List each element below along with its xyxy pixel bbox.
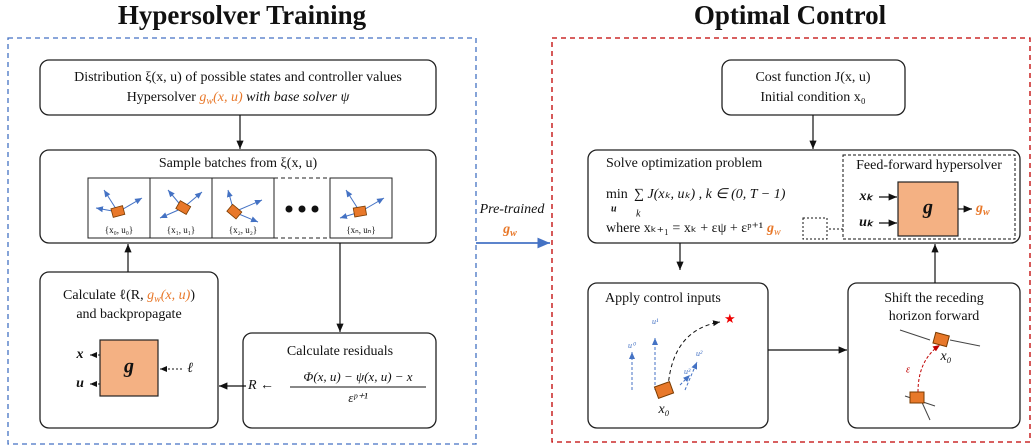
apply-box	[587, 282, 769, 429]
shape	[679, 374, 691, 386]
batch-frame	[329, 177, 393, 239]
optimization-title: Solve optimization problem	[606, 156, 762, 171]
update-rule: where xₖ₊₁ = xₖ + εψ + εᵖ⁺¹ gw	[606, 221, 781, 238]
block-label: g	[922, 197, 933, 219]
sample-title: Sample batches from ξ(x, u)	[159, 156, 318, 171]
shift-line2: horizon forward	[889, 309, 980, 324]
shape	[110, 205, 126, 218]
robot-body	[932, 331, 950, 348]
distribution-box	[39, 59, 437, 116]
left-title: Hypersolver Training	[118, 0, 367, 30]
robot-body	[909, 391, 925, 404]
input-u: uₖ	[859, 215, 874, 230]
distribution-line1: Distribution ξ(x, u) of possible states …	[74, 70, 402, 85]
shape	[352, 205, 368, 218]
text-part: g	[502, 222, 510, 237]
cost-line1: Cost function J(x, u)	[755, 70, 870, 85]
batch-label: {x₁, u₁}	[167, 225, 195, 235]
apply-title: Apply control inputs	[605, 291, 721, 306]
output-x: x	[76, 347, 84, 362]
hypersolver-title: Feed-forward hypersolver	[856, 158, 1002, 173]
dot	[285, 205, 293, 213]
batch-frame	[211, 177, 275, 239]
robot-body	[653, 380, 675, 400]
text-part: where xₖ₊₁ = xₖ + εψ + εᵖ⁺¹	[606, 221, 763, 236]
residuals-title: Calculate residuals	[287, 344, 393, 359]
loss-line1: Calculate ℓ(R, gw(x, u))	[63, 288, 195, 305]
shift-line1: Shift the receding	[884, 291, 984, 306]
batch-label: {xₙ, uₙ}	[346, 225, 375, 235]
distribution-line2: Hypersolver gw(x, u) with base solver ψ	[127, 90, 350, 107]
hypersolver-block	[99, 339, 159, 397]
shape	[684, 361, 698, 391]
text-part: g	[199, 90, 206, 105]
dot	[298, 205, 306, 213]
loss-signal: ℓ	[187, 361, 193, 376]
cost-box	[721, 59, 906, 116]
residuals-numerator: Φ(x, u) − ψ(x, u) − x	[303, 369, 412, 384]
input-label: u³	[684, 367, 691, 376]
sample-box	[39, 149, 437, 244]
batch-gap	[274, 177, 330, 239]
right-title: Optimal Control	[694, 0, 887, 30]
hypersolver-output: gw	[975, 201, 990, 218]
text-part: w	[154, 294, 161, 305]
text-part: g	[975, 201, 983, 216]
text-part: g	[147, 288, 154, 303]
shift-box	[847, 282, 1021, 429]
shape	[175, 200, 192, 216]
input-label: u¹	[652, 317, 659, 326]
text-part: w	[206, 96, 213, 107]
shift-state: x₀	[939, 349, 951, 364]
residuals-box	[242, 332, 437, 429]
hypersolver-block	[897, 181, 959, 237]
text-part: Calculate ℓ(R,	[63, 288, 147, 303]
control-arrows	[629, 338, 698, 391]
block-label: g	[123, 356, 134, 378]
input-label: u⁰	[628, 341, 637, 350]
objective-op: min	[606, 187, 628, 202]
text-part: (x, u)	[161, 288, 191, 303]
input-label: u²	[696, 349, 703, 358]
shape	[226, 203, 243, 220]
batch-label: {x₀, u₀}	[105, 225, 133, 235]
text-part: w	[983, 207, 990, 218]
text-part: Hypersolver	[127, 90, 200, 105]
text-part: w	[774, 227, 781, 238]
transfer-line2: gw	[502, 222, 517, 239]
training-frame	[7, 37, 477, 445]
objective: ∑ J(xₖ, uₖ) , k ∈ (0, T − 1)	[634, 187, 786, 202]
sum-index: k	[636, 208, 641, 219]
shape	[949, 339, 981, 347]
apply-state: x₀	[657, 402, 669, 417]
shape	[899, 329, 931, 341]
text-part: )	[190, 288, 195, 303]
loss-line2: and backpropagate	[76, 307, 181, 322]
transfer-line1: Pre-trained	[479, 202, 546, 217]
highlight	[802, 217, 828, 240]
text-part: (x, u)	[213, 90, 243, 105]
target: ★	[724, 311, 736, 326]
control-frame	[551, 37, 1031, 443]
text-part: g	[766, 221, 774, 236]
text-part: w	[510, 228, 517, 239]
input-x: xₖ	[859, 189, 874, 204]
residuals-denominator: εᵖ⁺¹	[348, 390, 368, 405]
objective-var: u	[611, 203, 617, 214]
dot	[311, 205, 319, 213]
residuals-lhs: R ←	[247, 378, 274, 393]
shift-step: ε	[906, 364, 910, 375]
cost-line2: Initial condition x₀	[760, 90, 865, 105]
hypersolver-frame	[842, 154, 1016, 240]
output-u: u	[76, 376, 84, 391]
robot-bodies	[110, 200, 368, 220]
batch-label: {x₂, u₂}	[229, 225, 257, 235]
text-part: with base solver ψ	[243, 90, 350, 105]
